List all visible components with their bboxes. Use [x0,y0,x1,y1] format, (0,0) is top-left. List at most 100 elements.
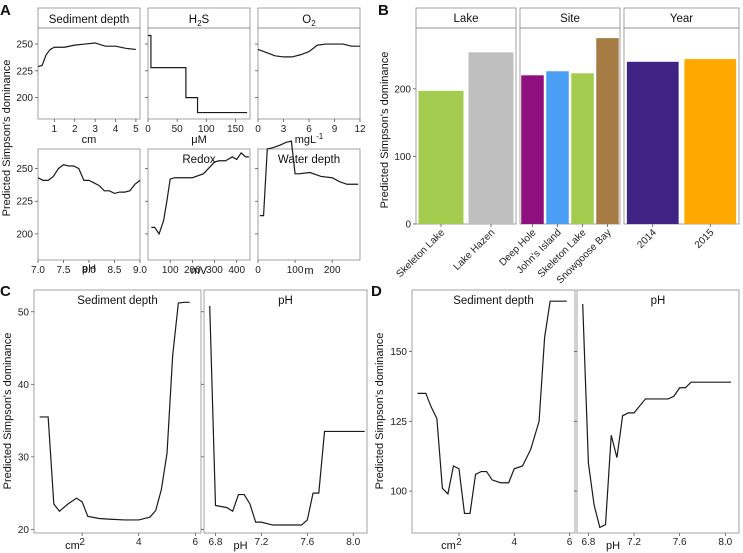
x-tick-label: 100 [287,265,304,276]
x-tick-label: 4 [113,124,119,135]
x-tick-label: 6.8 [209,537,223,548]
y-tick-label: 50 [18,307,30,318]
y-tick-label: 200 [16,229,33,240]
x-tick-label: 9.0 [133,265,147,276]
panel-d-chart: Sediment depth 100 125 150 2 4 6 cm pH 6.8 7.2 7.6 8… [374,289,740,552]
facet-title: pH [651,295,666,307]
facet-year: Year 2014 2015 [623,7,740,251]
series-line [257,43,360,58]
facet-4: 200 225 250 7.0 7.5 8.0 8.5 9.0 pH [16,148,147,276]
y-axis-title: Predicted Simpson's dominance [1,60,13,217]
plot-frame [147,148,251,261]
series-line [209,305,365,526]
x-axis-label: pH [606,540,620,552]
series-line [151,152,249,236]
facet-title: O2 [302,14,316,28]
x-tick-label: 0 [255,124,261,135]
x-tick-label: 7.2 [627,537,641,548]
x-tick-label: 8.0 [718,537,732,548]
x-axis-label: cm [82,134,97,146]
facet-1: Sediment depth 20 30 40 50 2 4 6 cm [18,289,202,552]
y-tick-label: 125 [390,417,407,428]
y-tick-label: 0 [405,220,411,231]
y-axis-title: Predicted Simpson's dominance [374,333,386,490]
facet-1: Sediment depth 100 125 150 2 4 6 cm [390,289,576,552]
x-axis-label: cm [441,540,456,552]
panel-c-chart: Sediment depth 20 30 40 50 2 4 6 cm pH 6.8 7.2 7.6 8.… [2,289,368,552]
x-axis-label: pH [233,540,247,552]
series-line [259,140,359,217]
series-line [417,300,567,515]
x-tick-label: 400 [228,265,245,276]
x-tick-label: 2 [79,537,85,548]
facet-1: Sediment depth 200 225 250 1 2 3 4 5 cm [16,7,141,146]
x-tick-label: Lake Hazen [452,227,498,273]
x-axis-label: m [304,265,313,277]
y-tick-label: 40 [18,380,30,391]
y-tick-label: 200 [394,84,411,95]
x-tick-label: 7.6 [300,537,314,548]
facet-2: H2S 0 50 100 150 μM [145,7,251,146]
x-axis-label: mgL-1 [295,132,324,146]
x-tick-label: 8.0 [346,537,360,548]
facet-title: Lake [454,13,479,25]
plot-frame [415,27,517,225]
x-tick-label: 7.5 [57,265,71,276]
x-axis-label: μM [191,134,207,146]
x-tick-label: 2 [72,124,78,135]
x-tick-label: 6 [567,537,573,548]
x-tick-label: Skeleton Lake [395,227,448,280]
y-tick-label: 20 [18,525,30,536]
x-tick-label: 3 [281,124,287,135]
facet-title: pH [278,295,293,307]
x-tick-label: 100 [198,124,215,135]
x-tick-label: 6 [306,124,312,135]
facet-title: Redox [182,154,215,166]
facet-title: Sediment depth [453,295,534,307]
x-tick-label: 7.6 [673,537,687,548]
x-tick-label: 12 [354,124,366,135]
y-tick-label: 250 [16,40,33,51]
x-tick-label: 1 [52,124,58,135]
x-tick-label: 6.8 [581,537,595,548]
facet-lake: Lake Skeleton Lake Lake Hazen 0 100 200 [394,7,517,280]
x-axis-label: pH [82,263,96,275]
facet-title: Site [560,13,580,25]
y-tick-label: 100 [390,487,407,498]
x-tick-label: 8.0 [82,265,96,276]
series-line [148,34,248,114]
y-axis-title: Predicted Simpson's dominance [379,52,391,209]
plot-frame [203,289,368,534]
plot-frame [37,148,141,261]
facet-2: pH 6.8 7.2 7.6 8.0 pH [201,289,368,552]
x-axis-label: cm [65,540,80,552]
panel-letter-a: A [0,2,11,19]
bar [468,52,514,224]
bar [596,38,619,224]
plot-frame [411,289,576,534]
x-tick-label: 4 [511,537,517,548]
series-line [37,164,141,195]
y-tick-label: 150 [390,347,407,358]
x-tick-label: 150 [227,124,244,135]
x-tick-label: 8.5 [108,265,122,276]
bar [418,90,464,225]
series-line [582,303,732,529]
bar [546,71,569,224]
x-tick-label: 200 [184,265,201,276]
bar [626,61,679,224]
plot-frame [519,27,621,225]
x-tick-label: 2015 [693,227,717,251]
x-tick-label: 200 [324,265,341,276]
x-tick-label: 2014 [635,227,659,251]
y-tick-label: 100 [394,152,411,163]
bar [521,75,544,224]
x-tick-label: 7.2 [254,537,268,548]
y-tick-label: 250 [16,164,33,175]
facet-3: O2 0 3 6 9 12 mgL-1 [255,7,366,146]
x-tick-label: 9 [332,124,338,135]
plot-frame [33,289,202,534]
